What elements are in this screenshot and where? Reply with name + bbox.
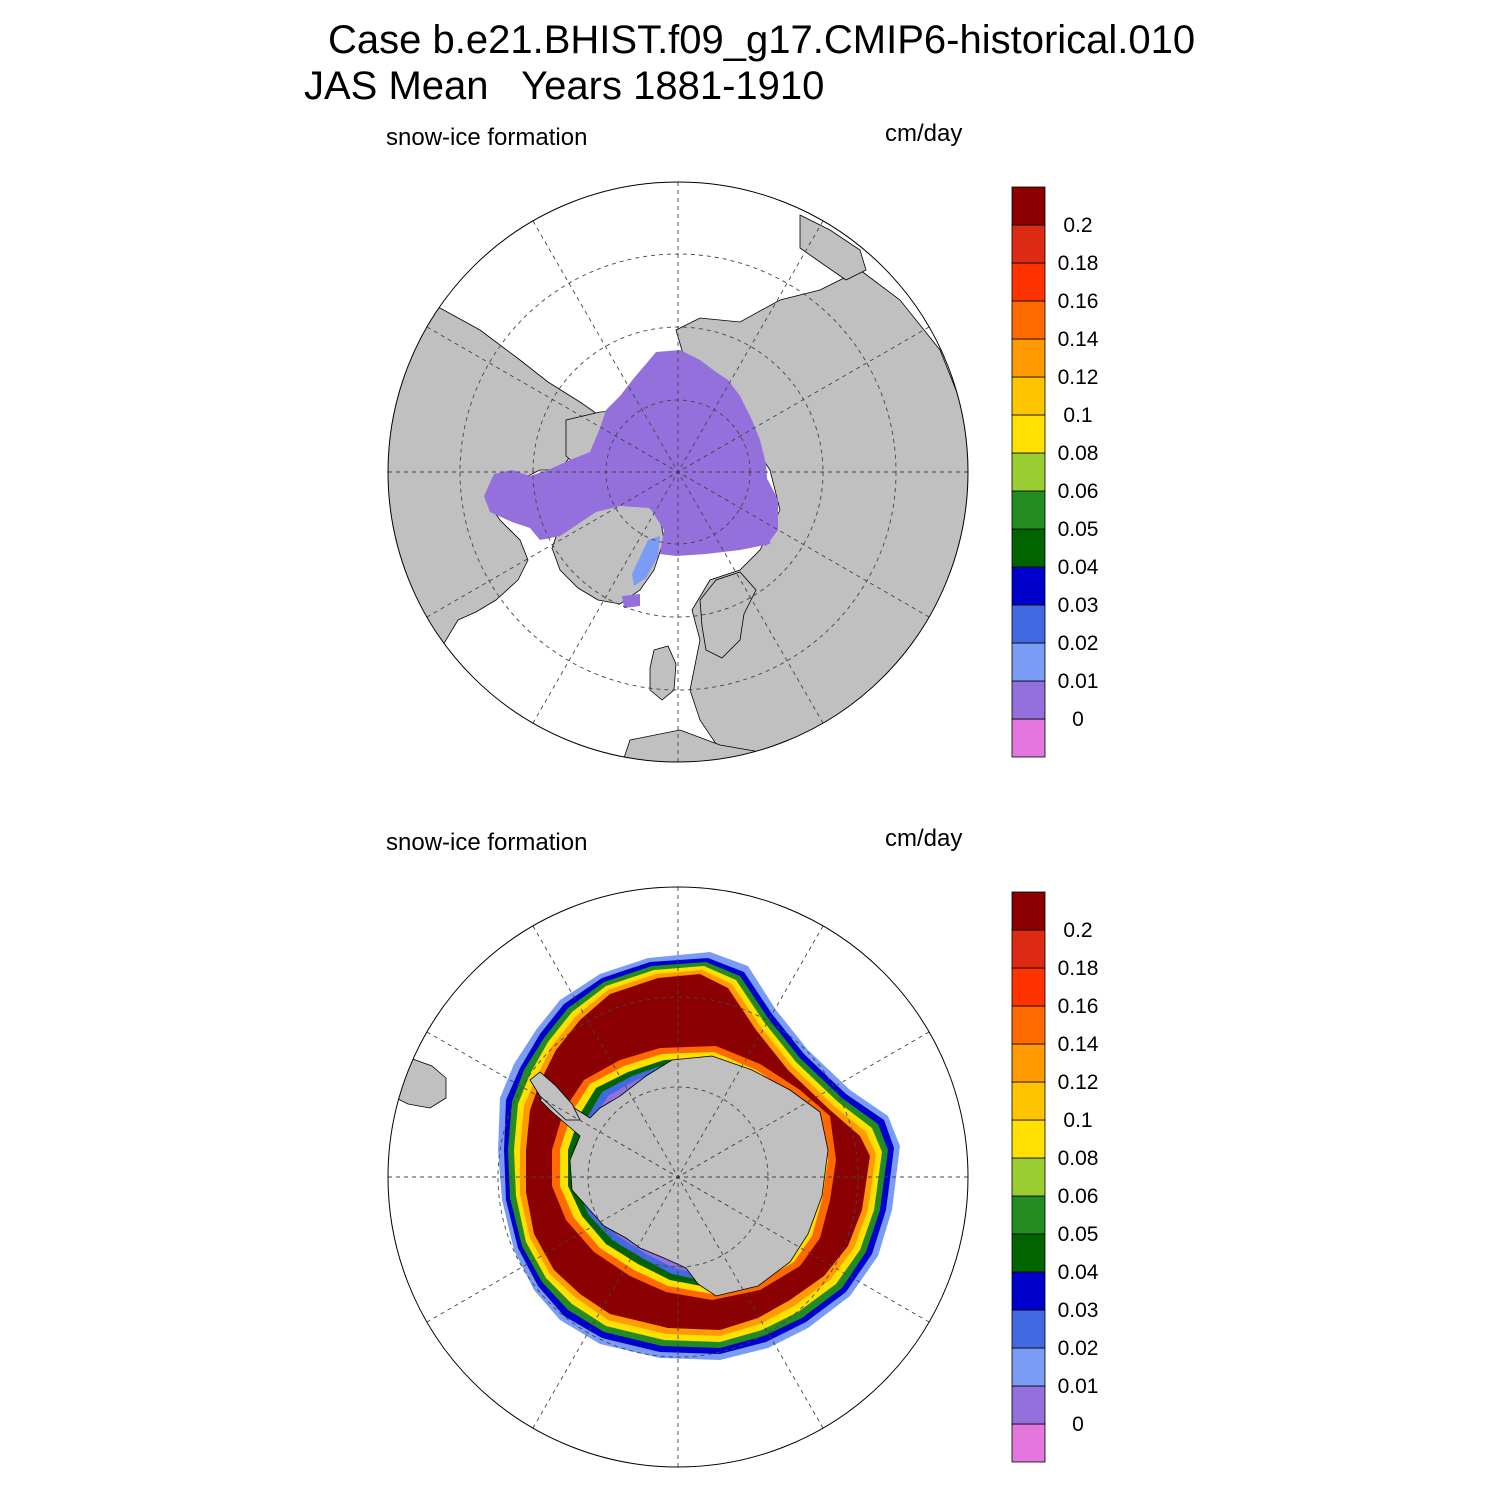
figure-subtitle: JAS Mean Years 1881-1910: [304, 64, 825, 108]
colorbar-1-tick-label: 0.02: [1058, 632, 1099, 655]
south-map-content: [388, 887, 968, 1467]
colorbar-2-tick-label: 0.16: [1058, 995, 1099, 1018]
scandinavia-land: [699, 571, 757, 659]
panel-2-units-label: cm/day: [885, 825, 963, 852]
colorbar-1-box: [1011, 490, 1046, 530]
south-map-border: [387, 886, 969, 1468]
colorbar-2-tick-label: 0.01: [1058, 1375, 1099, 1398]
colorbar-1-box: [1011, 224, 1046, 264]
colorbar-2-box: [1011, 1385, 1046, 1425]
colorbar-1-box: [1011, 528, 1046, 568]
colorbar-1-box: [1011, 262, 1046, 302]
colorbar-2-tick-label: 0.06: [1058, 1185, 1099, 1208]
antarctic-peninsula-land: [529, 1071, 581, 1121]
north-graticule: [388, 182, 968, 762]
colorbar-2-box: [1011, 1309, 1046, 1349]
colorbar-1-box: [1011, 338, 1046, 378]
colorbar-1-tick-label: 0.2: [1063, 214, 1092, 237]
colorbar-1-tick-label: 0.08: [1058, 442, 1099, 465]
colorbar-1-tick-label: 0.12: [1058, 366, 1099, 389]
colorbar-2-box: [1011, 1195, 1046, 1235]
colorbar-1-box: [1011, 300, 1046, 340]
panel-1-field-label: snow-ice formation: [386, 124, 588, 151]
colorbar-2-tick-label: 0.2: [1063, 919, 1092, 942]
alaska-land: [799, 214, 867, 281]
south-graticule: [388, 887, 968, 1467]
colorbar-2-box: [1011, 929, 1046, 969]
colorbar-1-box: [1011, 680, 1046, 720]
colorbar-1-tick-label: 0.18: [1058, 252, 1099, 275]
colorbar-2-box: [1011, 1233, 1046, 1273]
colorbar-1-tick-label: 0.04: [1058, 556, 1099, 579]
colorbar-2-box: [1011, 1043, 1046, 1083]
colorbar-1-tick-label: 0.03: [1058, 594, 1099, 617]
colorbar-1-box: [1011, 642, 1046, 682]
north-sea-ice-east: [742, 470, 778, 546]
colorbar-1-box: [1011, 718, 1046, 758]
colorbar-1-tick-label: 0.16: [1058, 290, 1099, 313]
figure-title: Case b.e21.BHIST.f09_g17.CMIP6-historica…: [328, 18, 1196, 62]
colorbar-2-tick-label: 0.02: [1058, 1337, 1099, 1360]
south-polar-map: [387, 886, 969, 1468]
colorbar-1-box: [1011, 452, 1046, 492]
colorbar-1-tick-label: 0.01: [1058, 670, 1099, 693]
colorbar-2-tick-label: 0.18: [1058, 957, 1099, 980]
colorbar-2-box: [1011, 1347, 1046, 1387]
colorbar-1-tick-label: 0: [1072, 708, 1084, 731]
colorbar-1-box: [1011, 566, 1046, 606]
colorbar-1-tick-label: 0.1: [1063, 404, 1092, 427]
colorbar-2-box: [1011, 1119, 1046, 1159]
colorbar-1-tick-label: 0.14: [1058, 328, 1099, 351]
colorbar-2-tick-label: 0.05: [1058, 1223, 1099, 1246]
colorbar-2-box: [1011, 1423, 1046, 1463]
north-small-ice-patch: [622, 594, 640, 608]
north-map-border: [387, 181, 969, 763]
panel-1-units-label: cm/day: [885, 120, 963, 147]
north-sea-ice-area: [484, 350, 772, 556]
panel-2-field-label: snow-ice formation: [386, 829, 588, 856]
colorbar-2-tick-label: 0.1: [1063, 1109, 1092, 1132]
colorbar-1-box: [1011, 604, 1046, 644]
colorbar-2-box: [1011, 1271, 1046, 1311]
colorbar-1-tick-label: 0.05: [1058, 518, 1099, 541]
colorbar-2-tick-label: 0: [1072, 1413, 1084, 1436]
colorbar-2-box: [1011, 891, 1046, 931]
north-low-value-patch: [632, 536, 660, 586]
colorbar-1-box: [1011, 414, 1046, 454]
colorbar-2-tick-label: 0.08: [1058, 1147, 1099, 1170]
colorbar-2-tick-label: 0.14: [1058, 1033, 1099, 1056]
colorbar-1-box: [1011, 376, 1046, 416]
colorbar-2-tick-label: 0.03: [1058, 1299, 1099, 1322]
british-isles-land: [649, 645, 677, 701]
colorbar-2-tick-label: 0.04: [1058, 1261, 1099, 1284]
north-polar-map: [387, 181, 969, 763]
colorbar-2-box: [1011, 1005, 1046, 1045]
colorbar-2: 0 0.01 0.02 0.03 0.04 0.05 0.06 0.08 0.1 0.12 0.14…: [1011, 891, 1099, 1463]
colorbar-2-tick-label: 0.12: [1058, 1071, 1099, 1094]
colorbar-1: 0 0.01 0.02 0.03 0.04 0.05 0.06 0.08 0.1 0.12 0.14…: [1011, 186, 1099, 758]
colorbar-1-tick-label: 0.06: [1058, 480, 1099, 503]
colorbar-2-box: [1011, 1157, 1046, 1197]
colorbar-2-box: [1011, 967, 1046, 1007]
colorbar-2-box: [1011, 1081, 1046, 1121]
colorbar-1-box: [1011, 186, 1046, 226]
